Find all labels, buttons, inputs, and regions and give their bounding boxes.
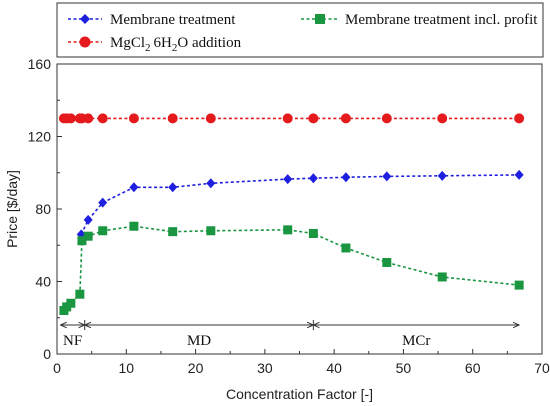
x-tick-label-70: 70 xyxy=(534,360,550,376)
data-point-diamond xyxy=(382,171,392,182)
data-point-circle xyxy=(128,113,139,124)
legend: Membrane treatment Membrane treatment in… xyxy=(56,2,544,58)
data-point-circle xyxy=(381,113,392,124)
data-point-circle xyxy=(514,113,525,124)
region-label-md: MD xyxy=(187,333,211,349)
data-point-square xyxy=(66,298,76,308)
data-point-diamond xyxy=(98,197,108,208)
x-tick-label-10: 10 xyxy=(118,360,134,376)
series-1 xyxy=(59,221,524,315)
data-point-circle xyxy=(97,113,108,124)
x-tick-label-20: 20 xyxy=(188,360,204,376)
region-annotations: NF MD MCr xyxy=(60,320,519,349)
data-point-diamond xyxy=(83,214,93,225)
y-tick-label-120: 120 xyxy=(28,129,52,145)
legend-label-mgcl2: MgCl2 6H2O addition xyxy=(110,35,242,54)
data-point-square xyxy=(206,226,216,236)
data-point-diamond xyxy=(437,170,447,181)
data-point-circle xyxy=(282,113,293,124)
data-point-diamond xyxy=(341,172,351,183)
data-point-diamond xyxy=(129,182,139,193)
x-tick-label-60: 60 xyxy=(465,360,481,376)
x-axis-title: Concentration Factor [-] xyxy=(226,386,373,402)
data-point-diamond xyxy=(308,173,318,184)
y-axis-title: Price [$/day] xyxy=(4,170,20,248)
data-point-square xyxy=(341,243,351,253)
data-point-circle xyxy=(205,113,216,124)
plot-frame xyxy=(56,63,543,355)
region-label-nf: NF xyxy=(63,333,82,349)
y-tick-label-160: 160 xyxy=(28,56,52,72)
legend-box xyxy=(56,2,544,58)
legend-marker-diamond xyxy=(80,14,90,24)
axes: 0 10 20 30 40 50 60 70 0 40 80 120 160 xyxy=(28,56,550,376)
data-point-square xyxy=(77,236,87,246)
legend-label-membrane: Membrane treatment xyxy=(110,12,236,28)
data-point-square xyxy=(514,280,524,290)
data-point-square xyxy=(283,225,293,235)
data-point-diamond xyxy=(514,169,524,180)
data-point-square xyxy=(437,272,447,282)
data-point-circle xyxy=(83,113,94,124)
series-0 xyxy=(76,169,524,240)
data-point-square xyxy=(129,221,139,231)
data-point-square xyxy=(75,289,85,299)
data-point-circle xyxy=(167,113,178,124)
x-tick-label-40: 40 xyxy=(326,360,342,376)
series-2 xyxy=(58,113,525,124)
data-point-diamond xyxy=(283,174,293,185)
series-line-1 xyxy=(63,225,520,311)
data-point-square xyxy=(98,226,108,236)
region-label-mcr: MCr xyxy=(402,333,430,349)
data-point-circle xyxy=(65,113,76,124)
data-point-square xyxy=(308,228,318,238)
x-tick-label-50: 50 xyxy=(396,360,412,376)
y-tick-label-0: 0 xyxy=(43,346,51,362)
y-tick-label-40: 40 xyxy=(35,274,51,290)
series-group xyxy=(58,113,525,315)
legend-marker-circle xyxy=(79,36,91,48)
x-tick-label-30: 30 xyxy=(257,360,273,376)
data-point-diamond xyxy=(168,182,178,193)
legend-label-membrane-profit: Membrane treatment incl. profit xyxy=(345,12,538,28)
series-line-0 xyxy=(80,174,520,235)
x-tick-label-0: 0 xyxy=(53,360,61,376)
data-point-square xyxy=(382,257,392,267)
data-point-square xyxy=(168,227,178,237)
data-point-circle xyxy=(308,113,319,124)
y-tick-label-80: 80 xyxy=(35,201,51,217)
data-point-circle xyxy=(437,113,448,124)
data-point-diamond xyxy=(206,178,216,189)
data-point-circle xyxy=(340,113,351,124)
legend-marker-square xyxy=(315,14,325,24)
data-point-square xyxy=(83,231,93,241)
